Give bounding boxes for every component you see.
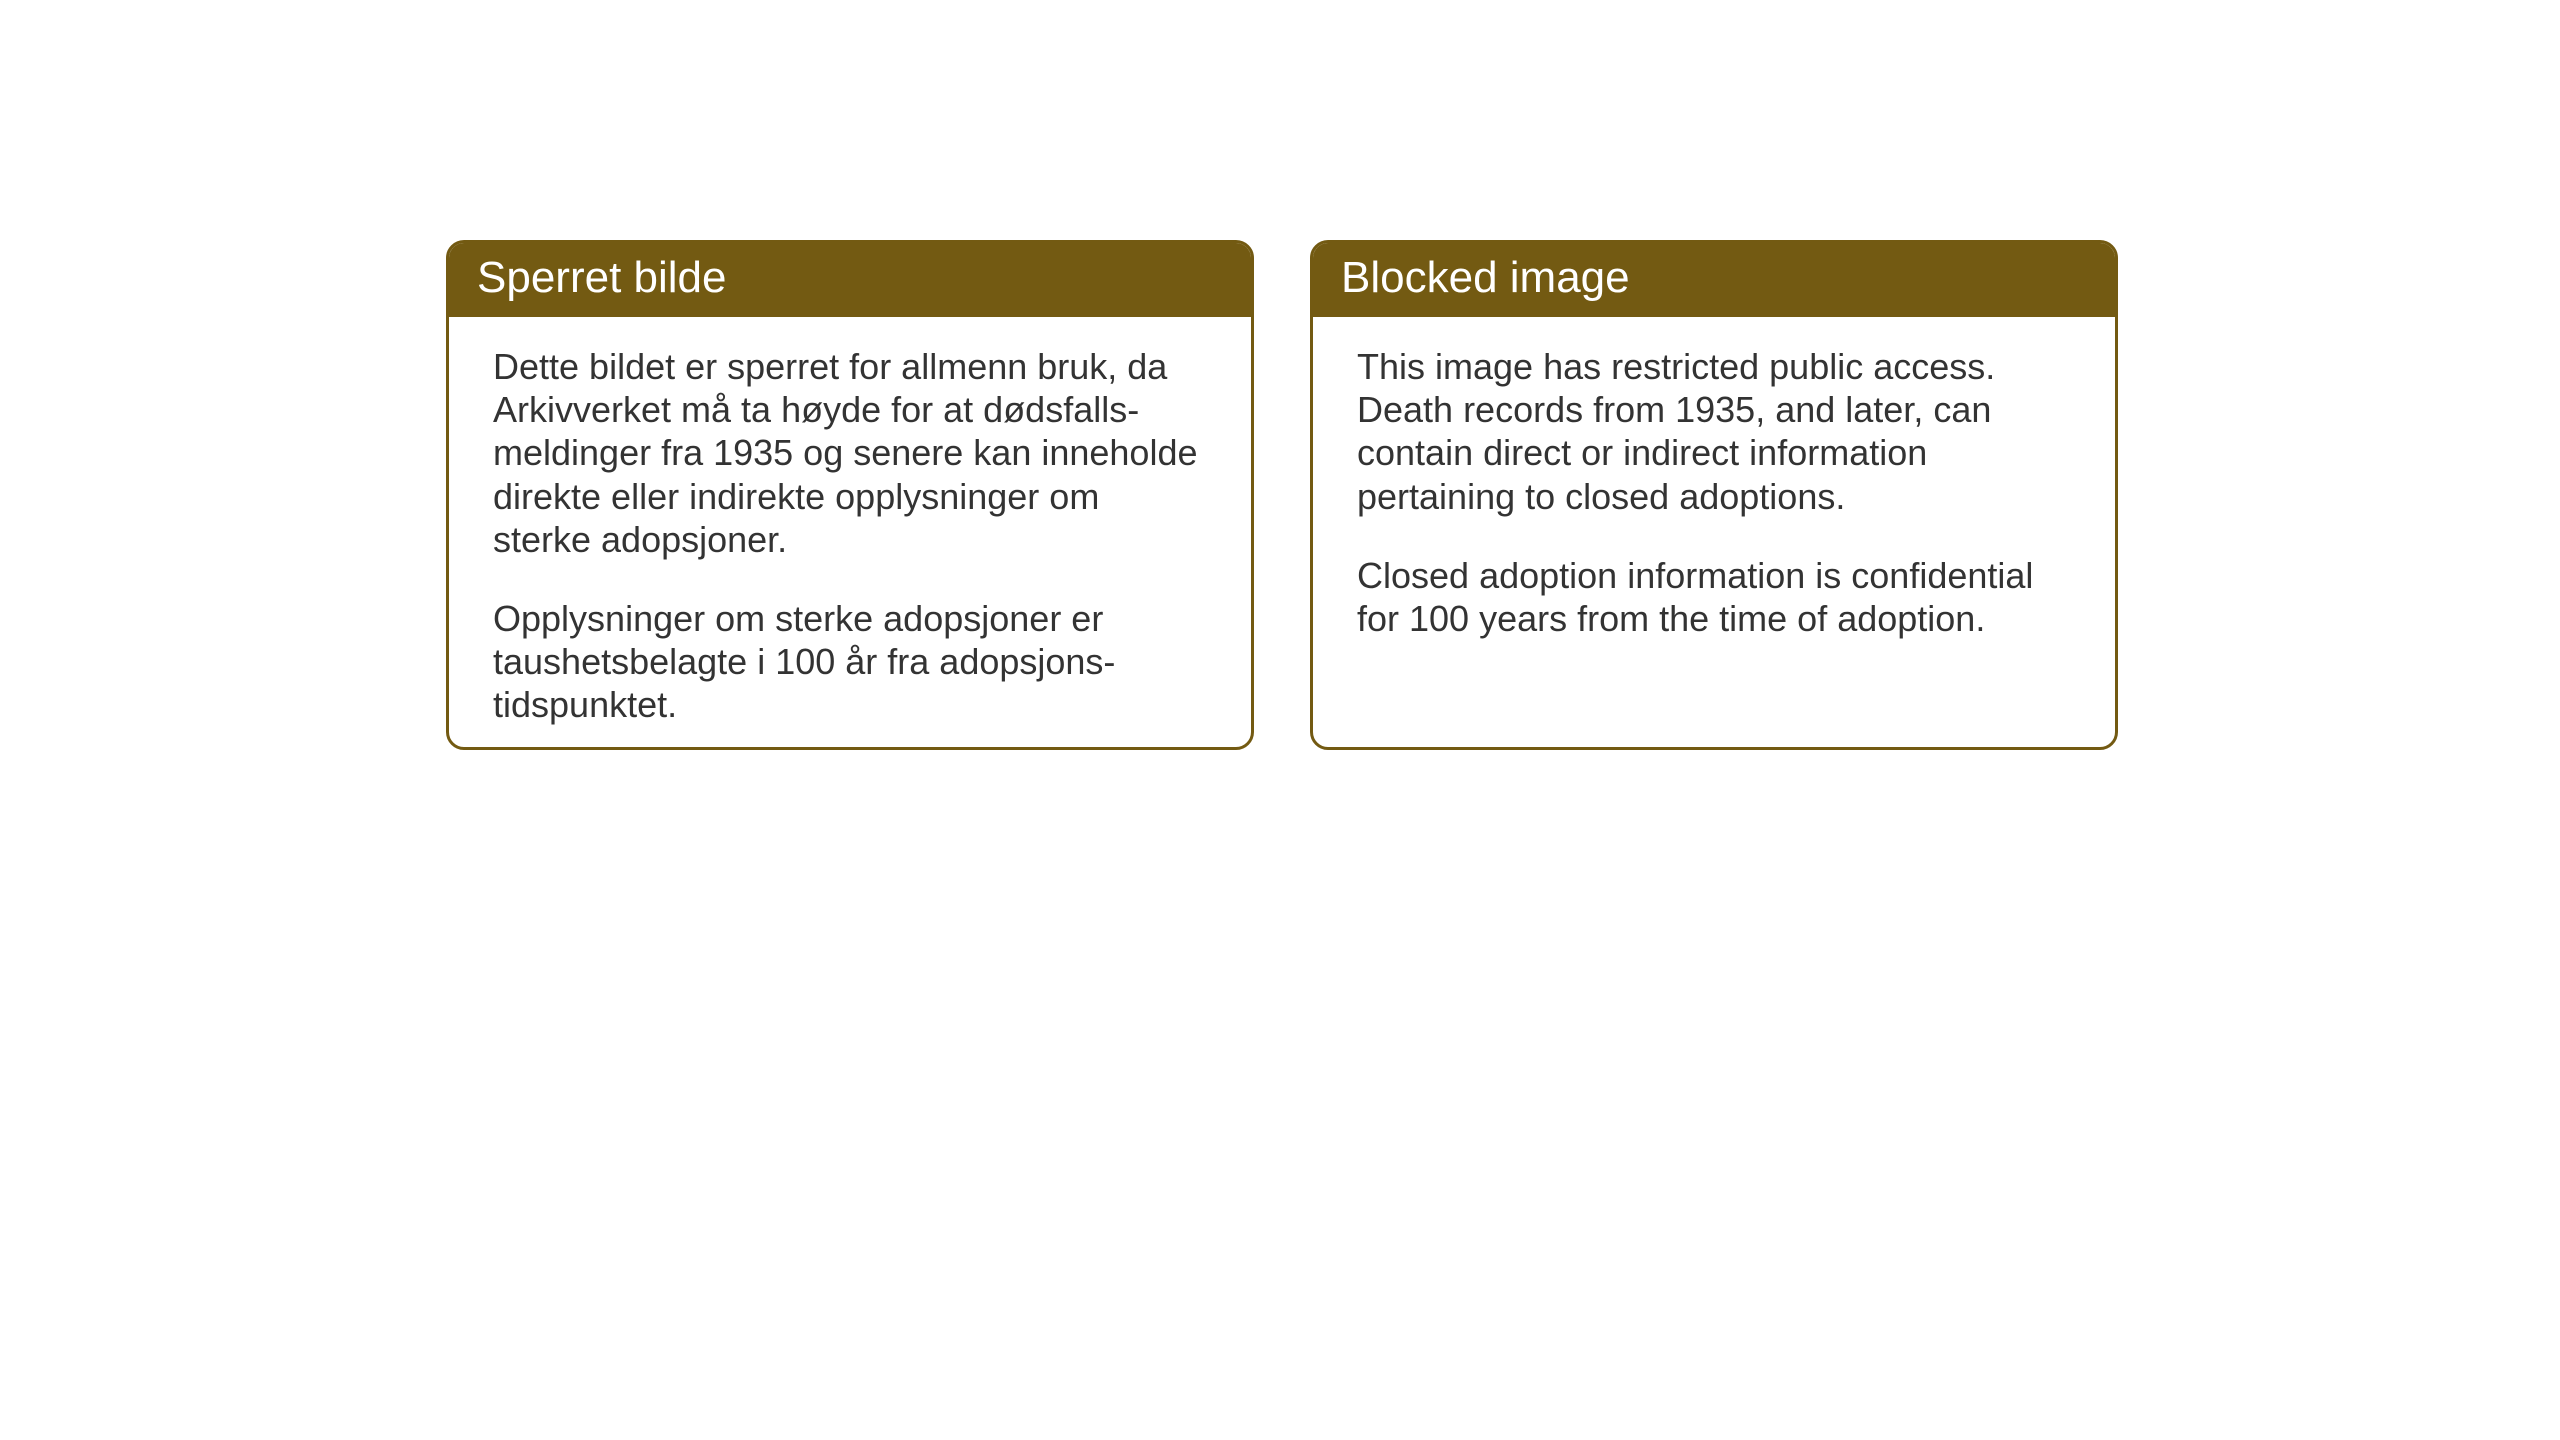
card-paragraph-norwegian-1: Dette bildet er sperret for allmenn bruk… (493, 345, 1207, 561)
card-body-english: This image has restricted public access.… (1313, 317, 2115, 676)
notice-card-norwegian: Sperret bilde Dette bildet er sperret fo… (446, 240, 1254, 750)
card-title-norwegian: Sperret bilde (477, 253, 726, 302)
card-paragraph-english-2: Closed adoption information is confident… (1357, 554, 2071, 640)
card-title-english: Blocked image (1341, 253, 1630, 302)
card-paragraph-norwegian-2: Opplysninger om sterke adopsjoner er tau… (493, 597, 1207, 727)
card-header-norwegian: Sperret bilde (449, 243, 1251, 317)
card-body-norwegian: Dette bildet er sperret for allmenn bruk… (449, 317, 1251, 750)
card-header-english: Blocked image (1313, 243, 2115, 317)
notice-container: Sperret bilde Dette bildet er sperret fo… (446, 240, 2118, 750)
card-paragraph-english-1: This image has restricted public access.… (1357, 345, 2071, 518)
notice-card-english: Blocked image This image has restricted … (1310, 240, 2118, 750)
